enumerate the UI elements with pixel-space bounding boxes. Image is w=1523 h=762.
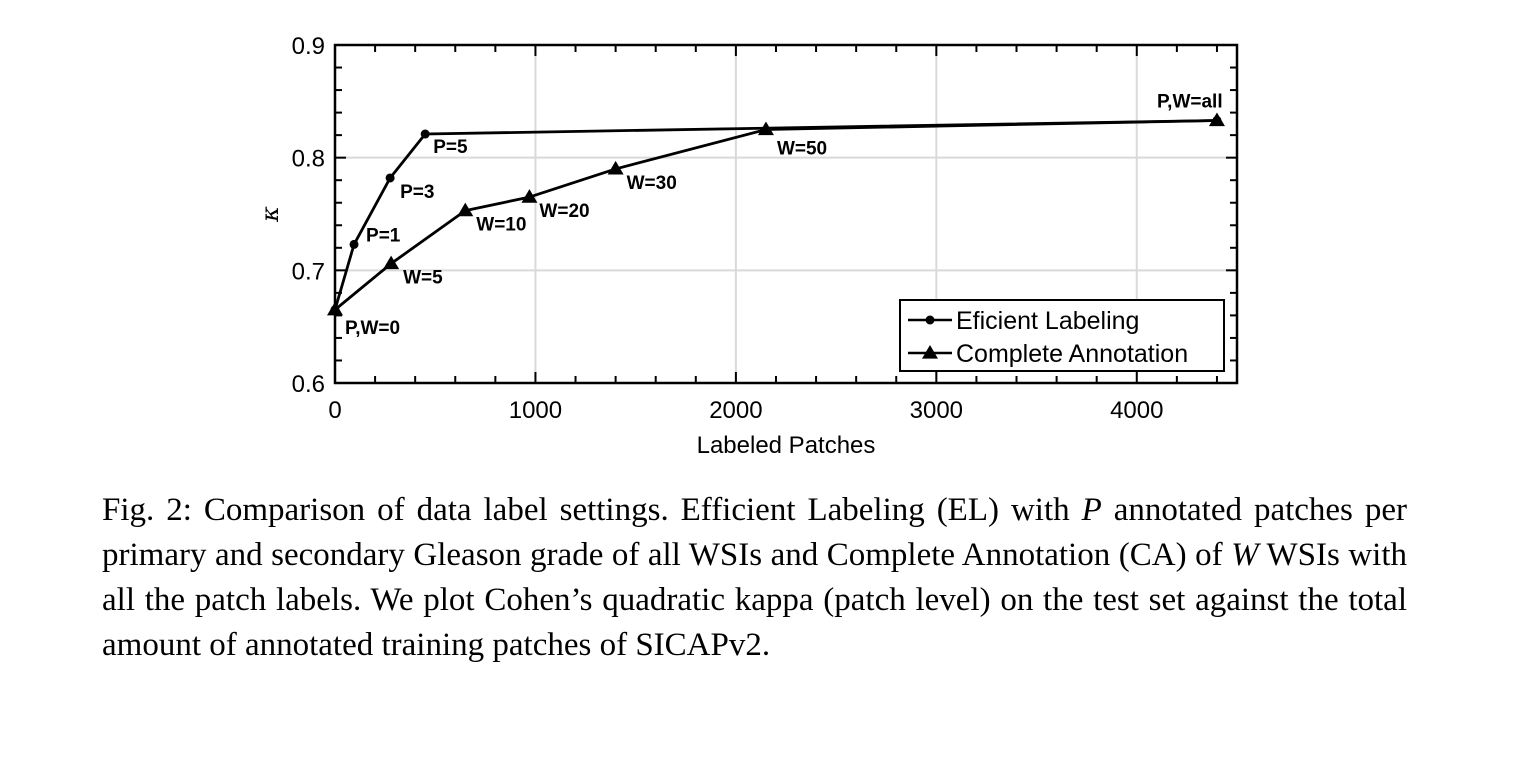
legend-entry: Eficient Labeling	[956, 307, 1139, 335]
data-label: W=5	[403, 268, 443, 289]
caption-var-p: P	[1081, 492, 1102, 528]
point-labels: P=1 P=3 P=5 P,W=0 W=5 W=10 W=20 W=30 W=50 P,W=all	[345, 91, 1223, 338]
legend-entry: Complete Annotation	[956, 340, 1188, 368]
y-tick-label: 0.7	[292, 258, 325, 285]
axes: 0 1000 2000 3000 4000 0.6 0.7 0.8 0.9 Labeled Pat…	[256, 33, 1239, 459]
data-label: P=1	[366, 225, 401, 246]
data-label: P,W=all	[1157, 91, 1223, 112]
plot-frame	[333, 43, 1239, 385]
data-label: W=50	[777, 139, 827, 160]
x-axis-label: Labeled Patches	[697, 432, 876, 459]
data-point-2	[457, 202, 474, 217]
legend-marker	[922, 345, 938, 359]
x-tick-label: 4000	[1110, 397, 1163, 424]
y-tick-label: 0.6	[292, 371, 325, 398]
x-tick-label: 2000	[709, 397, 762, 424]
data-point-2	[383, 255, 400, 270]
data-point-2	[521, 189, 538, 203]
x-tick-label: 3000	[910, 397, 963, 424]
data-label: P=5	[433, 137, 468, 158]
y-axis-label: κ	[256, 206, 284, 223]
x-tick-label: 0	[328, 397, 341, 424]
data-label: W=20	[539, 201, 589, 222]
figure-caption: Fig. 2: Comparison of data label setting…	[102, 488, 1407, 668]
data-point-2	[327, 301, 343, 316]
data-point-1	[385, 173, 395, 183]
data-point-1	[349, 239, 359, 249]
series-layer	[327, 112, 1225, 316]
legend-marker	[925, 315, 935, 325]
data-label: W=10	[476, 215, 526, 236]
legend-box	[899, 299, 1225, 372]
data-label: W=30	[627, 173, 677, 194]
data-label: P=3	[400, 182, 434, 203]
y-tick-label: 0.8	[292, 146, 325, 173]
grid-lines	[335, 45, 1237, 383]
caption-text-3: WSIs with all the patch labels. We plot …	[102, 537, 1407, 663]
caption-text-2: annotated patches per primary and second…	[102, 492, 1407, 573]
data-point-2	[1208, 112, 1225, 127]
x-tick-label: 1000	[509, 397, 562, 424]
y-tick-label: 0.9	[292, 33, 325, 60]
data-label: P,W=0	[345, 318, 400, 339]
legend: Eficient Labeling Complete Annotation	[899, 299, 1225, 372]
data-point-2	[607, 160, 624, 175]
chart: 0 1000 2000 3000 4000 0.6 0.7 0.8 0.9 Labeled Pat…	[256, 33, 1239, 459]
data-point-1	[420, 129, 430, 139]
caption-text-1: Fig. 2: Comparison of data label setting…	[102, 492, 1082, 528]
caption-var-w: W	[1231, 537, 1259, 573]
data-point-2	[757, 121, 774, 136]
